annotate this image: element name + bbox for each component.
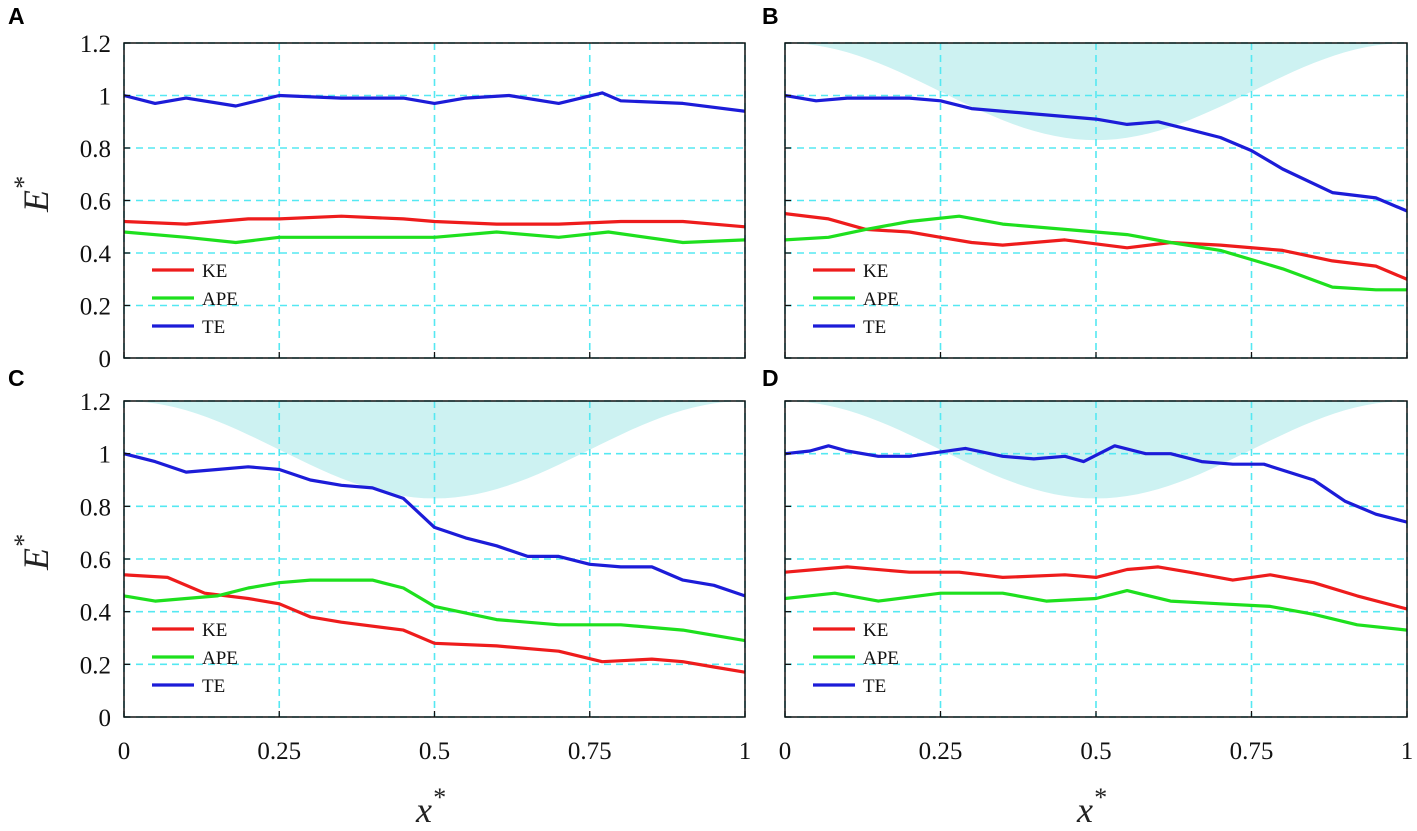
legend-label-ape: APE xyxy=(202,648,238,669)
panel-c: 0 0.2 0.4 0.6 0.8 1 1.2 0 0.25 0.5 0.75 1 C KE APE TE xyxy=(8,365,751,765)
ylabel-top: E* xyxy=(9,177,56,213)
panel-letter: B xyxy=(762,3,779,29)
x-tick-label: 0.5 xyxy=(1080,738,1111,765)
y-tick-label: 1.2 xyxy=(80,389,111,416)
series-line-ape xyxy=(124,578,745,643)
y-tick-label: 0.6 xyxy=(80,189,111,216)
x-tick-label: 1 xyxy=(1401,738,1414,765)
legend-label-ape: APE xyxy=(863,648,899,669)
legend: KE APE TE xyxy=(813,261,899,338)
y-tick-label: 0.4 xyxy=(80,241,112,268)
y-tick-label: 0 xyxy=(99,346,112,373)
ylabel-bottom: E* xyxy=(9,535,56,571)
legend: KE APE TE xyxy=(152,620,238,697)
y-tick-label: 0.6 xyxy=(80,547,111,574)
series-line-ke xyxy=(124,573,745,674)
x-tick-label: 0.25 xyxy=(257,738,301,765)
y-tick-label: 1 xyxy=(99,84,112,111)
panel-letter: C xyxy=(8,365,25,391)
xlabel-left: x* xyxy=(415,783,445,830)
legend-label-ape: APE xyxy=(863,289,899,310)
legend-label-te: TE xyxy=(863,317,886,338)
legend-label-ke: KE xyxy=(863,261,888,282)
y-tick-label: 0.8 xyxy=(80,136,111,163)
series-line-te xyxy=(785,444,1407,524)
legend-label-ke: KE xyxy=(202,620,227,641)
y-tick-label: 1.2 xyxy=(80,31,111,58)
panel-letter: A xyxy=(8,3,25,29)
y-tick-label: 0.8 xyxy=(80,494,111,521)
x-tick-label: 0 xyxy=(118,738,131,765)
series-line-ke xyxy=(785,565,1407,611)
x-tick-label: 1 xyxy=(739,738,752,765)
legend-label-te: TE xyxy=(202,317,225,338)
y-tick-label: 0 xyxy=(99,705,112,732)
series-line-te xyxy=(124,91,745,113)
panel-d: 0 0.25 0.5 0.75 1 D KE APE TE xyxy=(762,365,1413,765)
series-line-te xyxy=(124,452,745,598)
panel-letter: D xyxy=(762,365,779,391)
legend-label-te: TE xyxy=(863,676,886,697)
y-tick-label: 1 xyxy=(99,442,112,469)
y-tick-label: 0.2 xyxy=(80,652,111,679)
series-line-ke xyxy=(785,212,1407,281)
series-line-ape xyxy=(785,214,1407,292)
series-line-ape xyxy=(124,230,745,245)
panel-b: B KE APE TE xyxy=(762,3,1408,359)
series-line-ape xyxy=(785,588,1407,632)
y-tick-label: 0.4 xyxy=(80,600,112,627)
series-line-ke xyxy=(124,214,745,229)
x-tick-label: 0.75 xyxy=(1230,738,1274,765)
x-tick-label: 0.25 xyxy=(919,738,963,765)
xlabel-right: x* xyxy=(1076,783,1106,830)
legend-label-ke: KE xyxy=(863,620,888,641)
legend-label-ke: KE xyxy=(202,261,227,282)
legend-label-te: TE xyxy=(202,676,225,697)
x-tick-label: 0.5 xyxy=(419,738,450,765)
series-line-te xyxy=(785,93,1407,213)
x-tick-label: 0 xyxy=(779,738,792,765)
legend: KE APE TE xyxy=(152,261,238,338)
panel-a: 0 0.2 0.4 0.6 0.8 1 1.2 A KE APE TE xyxy=(8,3,746,373)
legend-label-ape: APE xyxy=(202,289,238,310)
y-tick-label: 0.2 xyxy=(80,294,111,321)
x-tick-label: 0.75 xyxy=(568,738,612,765)
legend: KE APE TE xyxy=(813,620,899,697)
